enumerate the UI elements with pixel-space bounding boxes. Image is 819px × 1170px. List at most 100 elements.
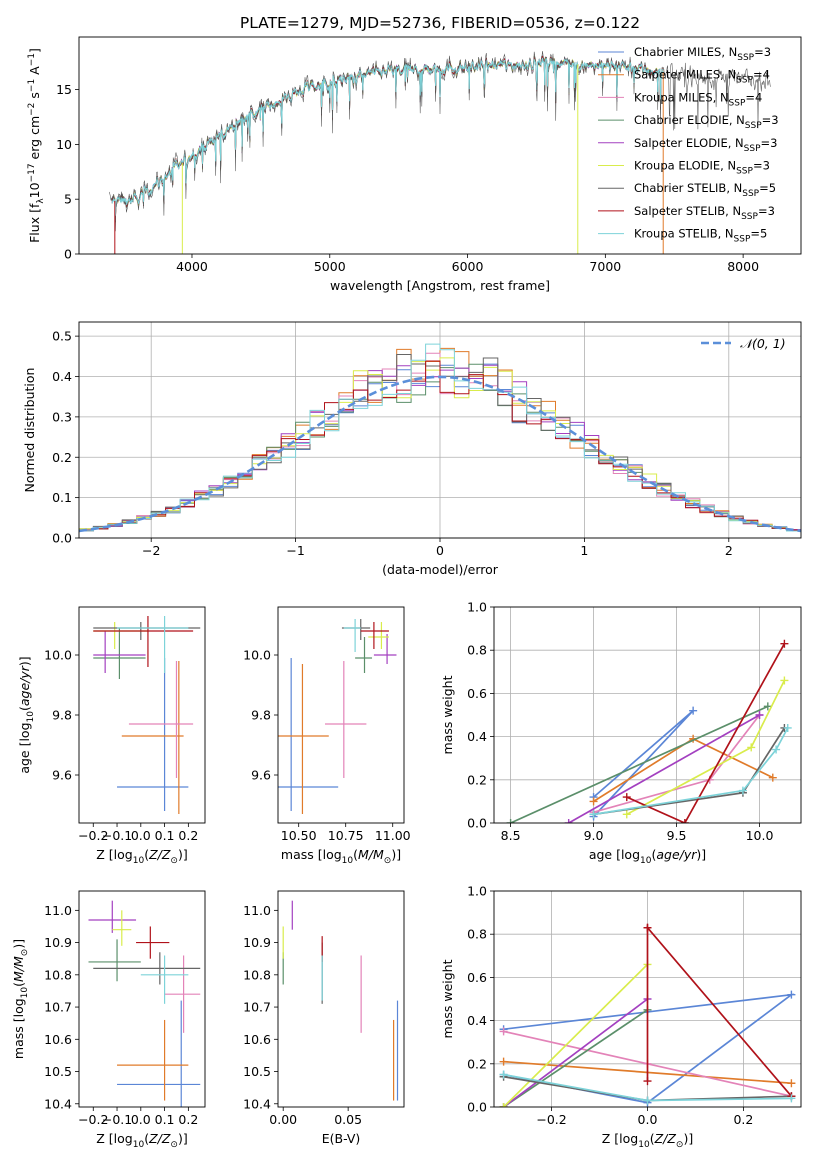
y-tick-label: 10.4 [44,1096,72,1111]
y-tick-label: 10.4 [243,1096,271,1111]
x-tick-label: 9.5 [667,828,687,843]
x-axis-label: (data-model)/error [382,562,499,577]
mass-weight-marker [747,743,756,752]
axes-frame [277,890,405,1108]
mass-weight-line [593,727,789,816]
y-tick-label: 0.6 [467,970,487,985]
x-tick-label: −1 [286,543,304,558]
y-axis-label: mass weight [440,675,455,754]
y-tick-label: 0.0 [467,816,487,831]
figure-title: PLATE=1279, MJD=52736, FIBERID=0536, z=0… [240,14,640,32]
mass-weight-marker [499,1057,508,1066]
mass-weight-marker [689,706,698,715]
mass-weight-marker [499,1027,508,1036]
mass-weight-marker [780,639,789,648]
y-axis-label: mass [log10(M/M⊙)] [11,939,30,1059]
y-tick-label: 0.4 [52,369,72,384]
x-tick-label: 0.0 [638,1112,658,1127]
mass-weight-marker [499,1070,508,1079]
model-spectrum-line [111,56,664,223]
mass-weight-marker [768,773,777,782]
x-tick-label: −0.1 [102,1112,132,1127]
y-tick-label: 0.0 [467,1100,487,1115]
x-tick-label: 0.2 [178,1112,198,1127]
x-axis-label: E(B-V) [322,1131,361,1146]
mass-weight-marker [780,676,789,685]
y-tick-label: 0.8 [467,927,487,942]
axes-frame [78,606,206,824]
y-tick-label: 10 [56,137,72,152]
mass-weight-marker [787,1094,796,1103]
legend-entry: Kroupa ELODIE, NSSP=3 [634,159,770,177]
x-axis-label: Z [log10(Z/Z⊙)] [96,847,187,866]
y-axis-label: Normed distribution [22,368,37,493]
x-axis-label: Z [log10(Z/Z⊙)] [96,1131,187,1150]
x-tick-label: 2 [725,543,733,558]
x-tick-label: 6000 [452,259,484,274]
y-tick-label: 11.0 [243,903,271,918]
legend-entry: Salpeter MILES, NSSP=4 [634,68,770,86]
mass-weight-marker [643,923,652,932]
axes-frame [277,606,405,824]
x-axis-label: mass [log10(M/M⊙)] [281,847,401,866]
y-tick-label: 9.6 [52,768,72,783]
y-tick-label: 0.4 [467,729,487,744]
mass-weight-marker [589,810,598,819]
plot-area [79,343,801,534]
x-tick-label: 0.00 [269,1112,297,1127]
x-tick-label: 8.5 [501,828,521,843]
mass-weight-marker [772,745,781,754]
y-tick-label: 5 [64,192,72,207]
y-tick-label: 0.6 [467,686,487,701]
mass-weight-marker [643,1096,652,1105]
y-tick-label: 10.9 [243,935,271,950]
x-tick-label: 10.50 [281,828,317,843]
x-axis-label: age [log10(age/yr)] [589,847,706,866]
legend-entry: Kroupa MILES, NSSP=4 [634,90,762,108]
model-spectrum-line [111,57,664,222]
age-vs-metallicity-panel: −0.2−0.10.0 0.1 0.2 9.6 9.8 10.0 Z [log10(Z/Z⊙… [17,606,206,866]
y-tick-label: 10.6 [44,1032,72,1047]
x-tick-label: 0 [436,543,444,558]
mass-weight-marker [738,786,747,795]
normal-reference-curve [79,375,801,533]
axes-frame [493,606,802,824]
y-tick-label: 0.1 [52,490,72,505]
x-tick-label: 0.2 [178,828,198,843]
y-tick-label: 1.0 [467,600,487,615]
x-tick-label: −2 [142,543,160,558]
x-tick-label: −0.2 [78,1112,108,1127]
y-tick-label: 9.6 [251,768,271,783]
plot-area [282,900,399,1101]
observed-spectrum-line [109,50,771,232]
y-tick-label: 15 [56,82,72,97]
x-tick-label: 0.0 [131,1112,151,1127]
mass-weight-line [593,737,774,803]
mass-vs-reddening-panel: 0.00 0.05 10.4 10.5 10.6 10.7 10.8 10.9 11.0 E(B-… [243,890,405,1146]
mass-weight-marker [622,810,631,819]
y-tick-label: 0.2 [467,1056,487,1071]
y-tick-label: 9.8 [251,708,271,723]
mass-weight-line [503,998,649,1107]
y-tick-label: 10.9 [44,935,72,950]
x-tick-label: 5000 [314,259,346,274]
x-tick-label: −0.2 [78,828,108,843]
model-spectrum-line [111,57,664,222]
y-tick-label: 0.2 [467,772,487,787]
y-tick-label: 0.8 [467,643,487,658]
y-tick-label: 9.8 [52,708,72,723]
spectrum-panel: 4000 5000 6000 7000 8000 0 5 10 15 wavelength [An… [27,36,802,293]
mass-weight-marker [783,723,792,732]
y-tick-label: 10.6 [243,1032,271,1047]
model-spectrum-line [111,55,664,223]
mass-weight-marker [506,819,515,823]
mass-weight-vs-metallicity-panel: −0.2 0.0 0.2 0.0 0.2 0.4 0.6 0.8 1.0 Z [log10(Z/Z… [440,884,802,1150]
x-tick-label: 10.75 [328,828,364,843]
plot-area [499,923,796,1107]
x-tick-label: 0.0 [131,828,151,843]
legend-entry: 𝒩(0, 1) [740,336,786,351]
mass-weight-marker [622,793,631,802]
axes-frame [78,321,802,539]
y-tick-label: 10.7 [44,1000,72,1015]
